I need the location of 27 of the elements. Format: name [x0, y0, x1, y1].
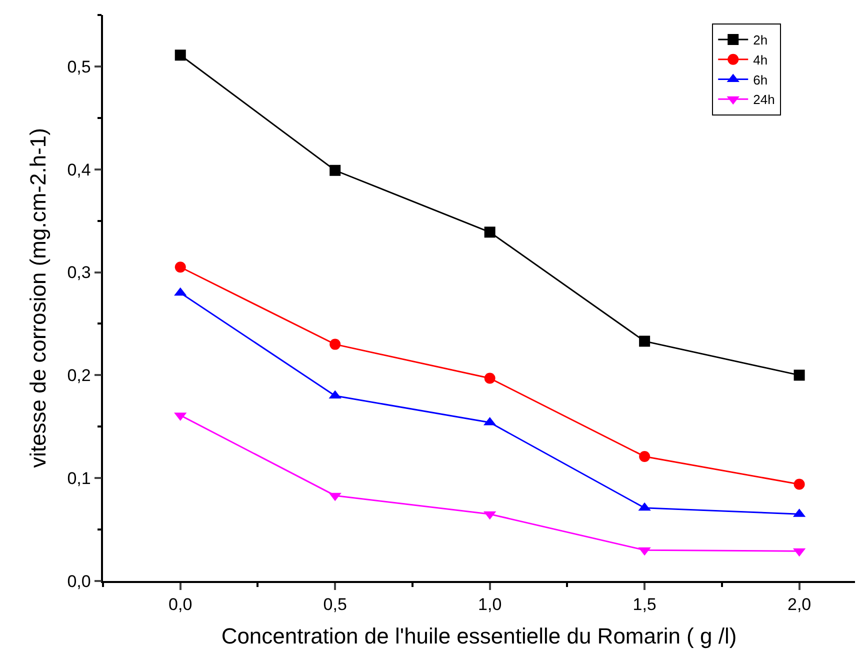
- y-tick-label: 0,3: [67, 263, 91, 282]
- legend-label: 2h: [753, 32, 768, 48]
- y-tick-label: 0,0: [67, 572, 91, 591]
- point: [484, 226, 496, 238]
- point: [794, 370, 805, 381]
- y-axis-title: vitesse de corrosion (mg.cm-2.h-1): [26, 128, 51, 468]
- point: [794, 478, 805, 490]
- legend-label: 24h: [753, 92, 775, 108]
- point: [330, 164, 341, 176]
- y-tick-label: 0,1: [67, 469, 91, 488]
- y-tick-label: 0,5: [67, 57, 91, 76]
- y-tick-label: 0,4: [67, 160, 91, 180]
- x-tick-label: 2,0: [787, 595, 812, 614]
- point: [484, 372, 496, 384]
- x-axis-title: Concentration de l'huile essentielle du Romarin ( g /l): [221, 624, 737, 649]
- point: [330, 338, 341, 350]
- legend-label: 6h: [753, 72, 768, 88]
- x-tick-label: 0,0: [168, 595, 192, 614]
- point: [639, 450, 650, 462]
- point: [639, 336, 650, 347]
- x-tick-label: 1,5: [632, 595, 656, 614]
- legend-label: 4h: [753, 52, 768, 68]
- point: [174, 262, 186, 273]
- x-tick-label: 1,0: [478, 595, 502, 614]
- point: [174, 50, 186, 61]
- y-tick-label: 0,2: [67, 366, 91, 386]
- x-tick-label: 0,5: [323, 595, 347, 614]
